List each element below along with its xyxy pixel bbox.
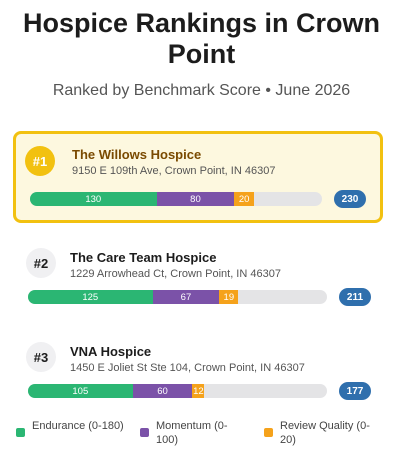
segment-label: 125: [82, 291, 99, 303]
subtitle: Ranked by Benchmark Score • June 2026: [52, 82, 351, 99]
segment-label: 105: [72, 385, 89, 397]
segment-label: 19: [223, 291, 235, 303]
rank-badge: #1: [25, 146, 55, 176]
total-score: 177: [339, 382, 371, 400]
segment-label: 67: [180, 291, 192, 303]
segment-label: 20: [238, 193, 250, 205]
score-segment: 105: [28, 384, 133, 398]
score-segment: 19: [219, 290, 239, 304]
score-track: 130 80 20: [30, 192, 322, 206]
score-segment: 20: [234, 192, 254, 206]
hospice-name: The Willows Hospice: [72, 147, 202, 162]
score-segment: 130: [30, 192, 157, 206]
score-track: 105 60 12: [28, 384, 327, 398]
score-segment: 80: [156, 192, 235, 206]
rank-badge: #2: [26, 248, 56, 278]
address: 9150 E 109th Ave, Crown Point, IN 46307: [72, 165, 276, 177]
hospice-name: The Care Team Hospice: [70, 250, 217, 265]
legend-label: Momentum (0-100): [156, 420, 228, 446]
segment-label: 12: [193, 385, 204, 397]
legend-swatch: [264, 428, 273, 437]
card: [13, 131, 383, 223]
score-segment: 125: [28, 290, 153, 304]
hospice-name: VNA Hospice: [70, 344, 152, 359]
segment-label: 80: [190, 193, 201, 205]
score-segment: 67: [152, 290, 220, 304]
score-segment: 60: [132, 384, 193, 398]
title: Hospice Rankings in Crown Point: [22, 8, 381, 69]
total-score: 230: [334, 190, 366, 208]
legend-swatch: [140, 428, 149, 437]
score-segment: 12: [192, 384, 205, 398]
segment-label: 60: [157, 385, 168, 397]
score-track: 125 67 19: [28, 290, 327, 304]
address: 1229 Arrowhead Ct, Crown Point, IN 46307: [70, 268, 281, 280]
segment-label: 130: [85, 193, 102, 205]
legend-swatch: [16, 428, 25, 437]
address: 1450 E Joliet St Ste 104, Crown Point, I…: [70, 362, 305, 374]
legend-label: Endurance (0-180): [32, 420, 124, 432]
legend-label: Review Quality (0-20): [280, 420, 370, 446]
total-score: 211: [339, 288, 371, 306]
rank-badge: #3: [26, 342, 56, 372]
